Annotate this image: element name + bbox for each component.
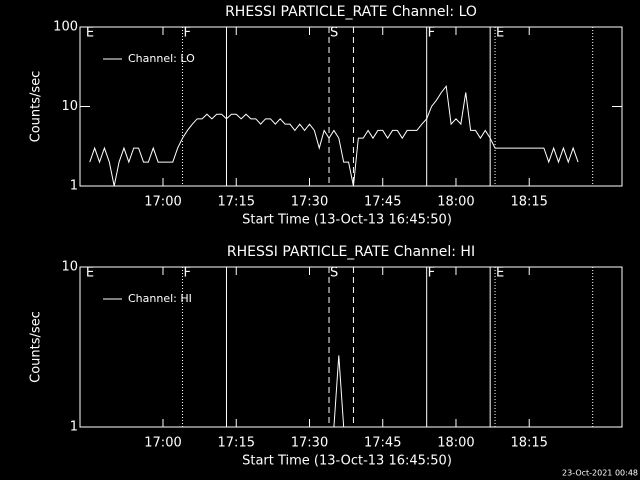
data-line bbox=[89, 84, 579, 187]
event-label: E bbox=[496, 266, 504, 281]
event-label: S bbox=[330, 266, 338, 281]
event-label: F bbox=[428, 266, 435, 281]
event-label: E bbox=[86, 266, 94, 281]
event-label: F bbox=[184, 266, 191, 281]
x-tick-label: 17:00 bbox=[144, 436, 181, 451]
y-tick-label: 100 bbox=[53, 20, 78, 35]
x-tick-label: 18:00 bbox=[437, 195, 474, 210]
chart-title: RHESSI PARTICLE_RATE Channel: HI bbox=[227, 244, 475, 260]
x-tick-label: 17:00 bbox=[144, 195, 181, 210]
y-tick-label: 10 bbox=[61, 99, 78, 114]
x-tick-label: 17:30 bbox=[291, 436, 328, 451]
y-axis-label: Counts/sec bbox=[29, 311, 44, 383]
event-label: F bbox=[428, 26, 435, 41]
y-axis-label: Counts/sec bbox=[29, 71, 44, 143]
plot-frame bbox=[79, 266, 623, 428]
x-tick-label: 17:30 bbox=[291, 195, 328, 210]
x-axis-label: Start Time (13-Oct-13 16:45:50) bbox=[242, 454, 452, 469]
event-label: F bbox=[184, 26, 191, 41]
y-tick-label: 1 bbox=[70, 420, 78, 435]
chart-title: RHESSI PARTICLE_RATE Channel: LO bbox=[225, 4, 477, 20]
x-tick-label: 17:15 bbox=[218, 195, 255, 210]
event-label: E bbox=[496, 26, 504, 41]
x-tick-label: 18:00 bbox=[437, 436, 474, 451]
data-line bbox=[333, 355, 345, 428]
y-tick-label: 1 bbox=[70, 179, 78, 194]
event-label: S bbox=[330, 26, 338, 41]
legend-label: Channel: LO bbox=[128, 52, 195, 65]
event-label: E bbox=[86, 26, 94, 41]
x-tick-label: 18:15 bbox=[510, 436, 547, 451]
x-tick-label: 18:15 bbox=[510, 195, 547, 210]
x-tick-label: 17:45 bbox=[364, 436, 401, 451]
x-tick-label: 17:15 bbox=[218, 436, 255, 451]
legend-label: Channel: HI bbox=[128, 292, 192, 305]
y-tick-label: 10 bbox=[61, 260, 78, 275]
x-axis-label: Start Time (13-Oct-13 16:45:50) bbox=[242, 213, 452, 228]
x-tick-label: 17:45 bbox=[364, 195, 401, 210]
footer: 23-Oct-2021 00:48 bbox=[562, 469, 638, 478]
